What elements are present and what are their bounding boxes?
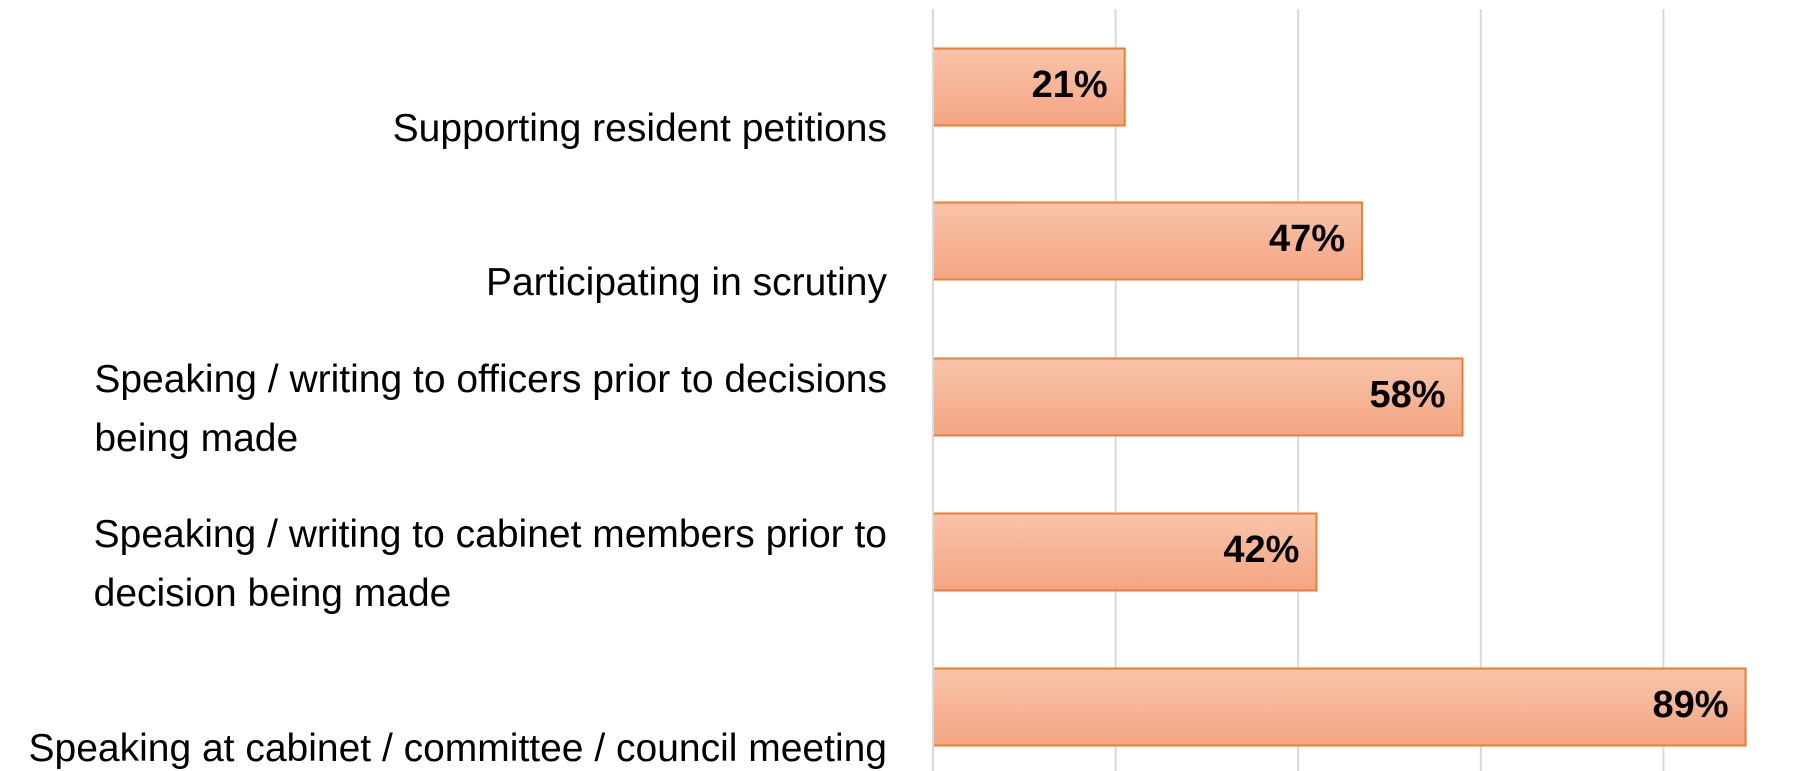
data-label: 58% <box>1369 374 1445 416</box>
category-label-line: decision being made <box>94 572 452 615</box>
category-label-line: Supporting resident petitions <box>393 107 887 150</box>
data-label: 89% <box>1653 684 1729 726</box>
data-label: 21% <box>1032 64 1108 106</box>
category-label: Speaking at cabinet / committee / counci… <box>29 727 887 770</box>
category-label-line: Speaking at cabinet / committee / counci… <box>29 727 887 770</box>
category-label: Supporting resident petitions <box>393 107 887 150</box>
category-label-line: Speaking / writing to cabinet members pr… <box>94 513 887 556</box>
category-label: Participating in scrutiny <box>486 261 888 304</box>
category-label-line: being made <box>94 417 298 460</box>
bar <box>932 47 1126 127</box>
bar <box>932 667 1747 747</box>
data-label: 42% <box>1223 529 1299 571</box>
data-label: 47% <box>1269 218 1345 260</box>
bar <box>932 512 1318 592</box>
category-label: Speaking / writing to officers prior to … <box>94 358 887 460</box>
bar <box>932 357 1464 437</box>
category-label: Speaking / writing to cabinet members pr… <box>94 513 887 615</box>
category-label-line: Participating in scrutiny <box>486 261 888 304</box>
category-label-line: Speaking / writing to officers prior to … <box>94 358 887 401</box>
